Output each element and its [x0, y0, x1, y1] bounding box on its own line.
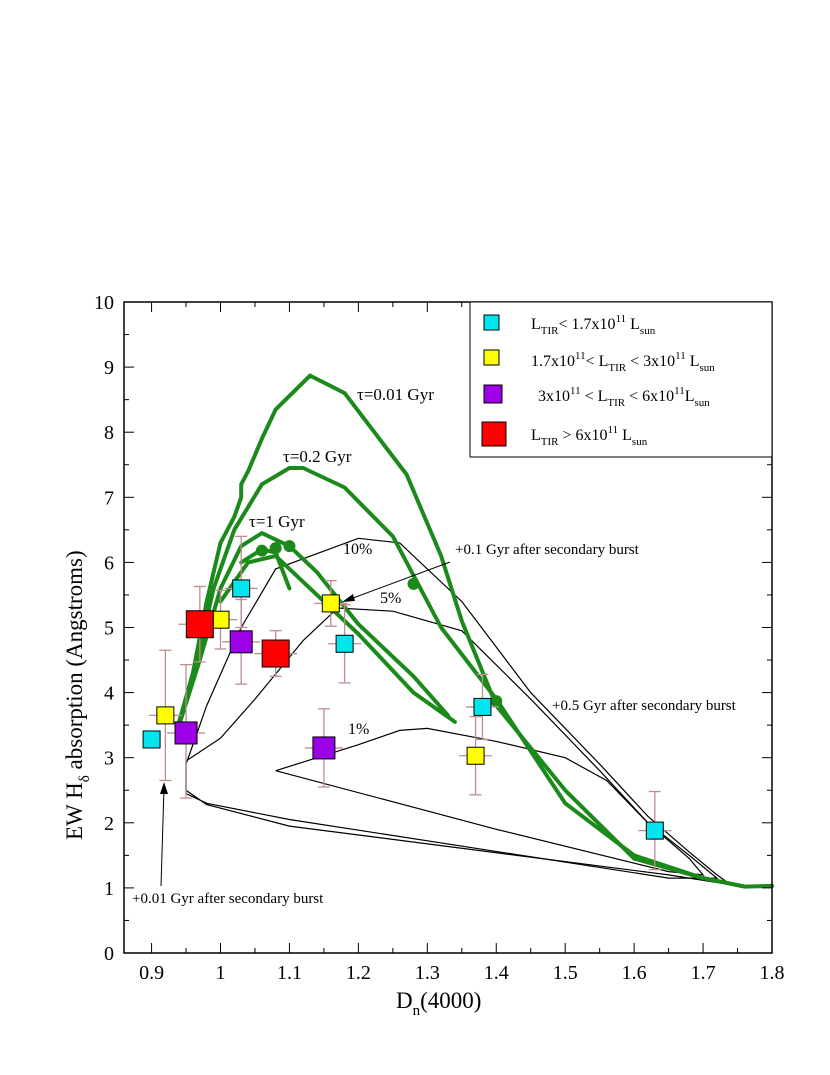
annotation-burst-01-arrowhead [342, 594, 355, 602]
y-tick-label: 8 [104, 422, 114, 444]
model-marker [490, 695, 503, 708]
x-tick-label: 1.2 [346, 962, 371, 984]
legend-label-4: LTIR > 6x1011 Lsun [531, 424, 648, 448]
pct-1-label: 1% [348, 721, 369, 738]
data-point [211, 610, 230, 629]
x-axis-title: Dn(4000) [396, 988, 481, 1019]
data-point [229, 630, 253, 654]
y-tick-label: 4 [104, 683, 114, 705]
tau-1-label: τ=1 Gyr [249, 512, 305, 531]
x-tick-label: 1.4 [484, 962, 509, 984]
legend-label-1: LTIR< 1.7x1011 Lsun [531, 313, 656, 337]
y-tick-label: 5 [104, 618, 114, 640]
y-tick-label: 6 [104, 552, 114, 574]
x-tick-label: 1.6 [622, 962, 647, 984]
y-tick-label: 10 [94, 292, 114, 314]
data-point [473, 697, 492, 716]
legend-marker-purple [483, 384, 503, 404]
legend-box [469, 301, 773, 458]
data-point [156, 706, 175, 725]
data-point [645, 821, 664, 840]
data-point [466, 746, 485, 765]
y-axis-title: EW Hδ absorption (Angstroms) [62, 550, 93, 840]
axis-ticks: 0.9 1 1.1 1.2 1.3 1.4 1.5 1.6 1.7 1.8 0 1 2 3 4 5 6 7 8 9 10 [94, 292, 785, 984]
x-tick-label: 1.8 [760, 962, 785, 984]
model-marker [269, 542, 282, 555]
x-tick-label: 1.3 [415, 962, 440, 984]
annotation-burst-01: +0.1 Gyr after secondary burst [455, 542, 640, 558]
annotation-burst-001-arrow [160, 787, 165, 887]
y-tick-label: 2 [104, 813, 114, 835]
y-tick-label: 1 [104, 878, 114, 900]
x-tick-label: 0.9 [139, 962, 164, 984]
x-tick-label: 1.7 [691, 962, 716, 984]
data-points [142, 579, 664, 840]
legend: LTIR< 1.7x1011 Lsun 1.7x1011< LTIR < 3x1… [469, 301, 773, 458]
pct-10-label: 10% [343, 541, 372, 558]
model-curve [239, 547, 292, 591]
legend-marker-red [481, 421, 507, 447]
legend-marker-cyan [483, 314, 500, 331]
x-tick-label: 1 [216, 962, 226, 984]
burst-track [275, 727, 705, 876]
model-marker [255, 544, 268, 557]
data-point [312, 736, 336, 760]
y-tick-label: 0 [104, 943, 114, 965]
data-point [185, 610, 214, 639]
model-marker [407, 577, 420, 590]
data-point [261, 639, 290, 668]
annotation-burst-001-arrowhead [160, 782, 168, 794]
x-tick-label: 1.5 [553, 962, 578, 984]
tau-02-label: τ=0.2 Gyr [283, 447, 352, 466]
y-tick-label: 7 [104, 487, 114, 509]
legend-marker-yellow [483, 349, 500, 366]
model-marker [283, 540, 296, 553]
data-point [232, 579, 251, 598]
legend-label-3: 3x1011 < LTIR < 6x1011Lsun [538, 385, 710, 409]
data-point [335, 634, 354, 653]
annotation-burst-001: +0.01 Gyr after secondary burst [132, 891, 324, 907]
legend-label-2: 1.7x1011< LTIR < 3x1011 Lsun [531, 350, 715, 374]
annotation-burst-01-arrow [344, 561, 451, 602]
data-point [142, 730, 161, 749]
x-tick-label: 1.1 [277, 962, 302, 984]
y-tick-label: 9 [104, 357, 114, 379]
data-point [321, 594, 340, 613]
burst-track [185, 537, 731, 886]
y-tick-label: 3 [104, 748, 114, 770]
annotation-burst-05: +0.5 Gyr after secondary burst [552, 698, 737, 714]
pct-5-label: 5% [380, 590, 401, 607]
tau-001-label: τ=0.01 Gyr [357, 385, 434, 404]
model-curve [177, 466, 747, 889]
model-curve [218, 553, 457, 724]
data-point [174, 721, 198, 745]
